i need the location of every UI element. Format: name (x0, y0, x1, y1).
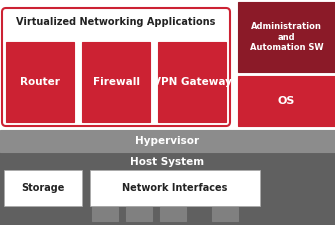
Text: VPN Gateway: VPN Gateway (152, 77, 231, 87)
Text: Hypervisor: Hypervisor (135, 136, 200, 146)
FancyBboxPatch shape (2, 8, 230, 126)
Bar (0, 152, 335, 225)
Text: Virtualized Networking Applications: Virtualized Networking Applications (16, 17, 216, 27)
Bar (126, 207, 152, 221)
Bar (212, 207, 238, 221)
Bar (0, 130, 335, 152)
Text: Storage: Storage (21, 183, 65, 193)
Bar (160, 207, 186, 221)
Text: Host System: Host System (130, 157, 205, 167)
Text: Network Interfaces: Network Interfaces (122, 183, 228, 193)
Bar (92, 207, 118, 221)
Bar (4, 170, 82, 206)
Bar (82, 42, 150, 122)
Text: OS: OS (278, 96, 295, 106)
Text: Firewall: Firewall (92, 77, 139, 87)
Bar (90, 170, 260, 206)
Bar (158, 42, 226, 122)
Bar (6, 42, 74, 122)
Bar (238, 76, 335, 126)
Text: Administration
and
Automation SW: Administration and Automation SW (250, 22, 323, 52)
Text: Router: Router (20, 77, 60, 87)
Bar (238, 2, 335, 72)
